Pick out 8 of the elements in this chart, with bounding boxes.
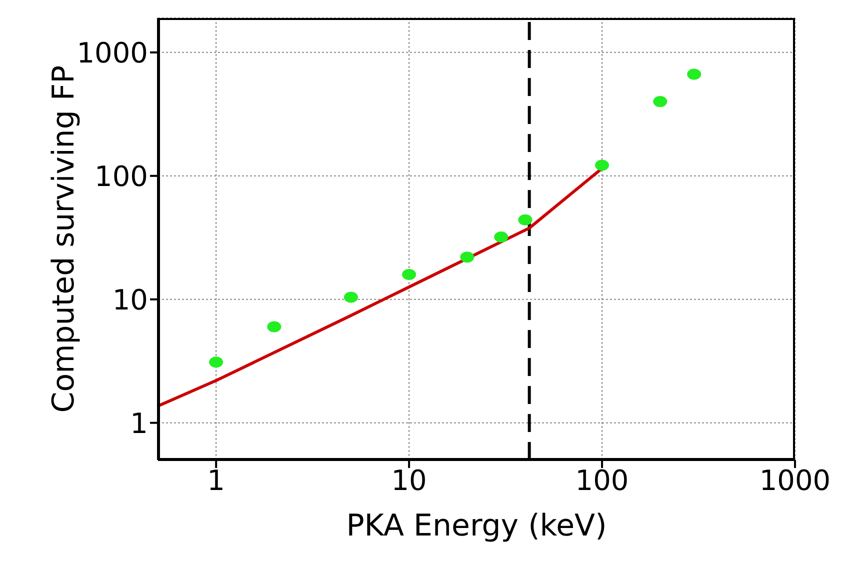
- y-tick-label: 100: [94, 160, 148, 193]
- x-tick-label: 100: [575, 464, 629, 497]
- x-tick-label: 1000: [759, 464, 831, 497]
- x-tick-label: 10: [391, 464, 427, 497]
- x-axis-title: PKA Energy (keV): [346, 508, 607, 544]
- y-tick-label: 1: [130, 406, 148, 440]
- y-tick-label: 10: [112, 283, 148, 316]
- x-tick-label: 1: [207, 464, 226, 497]
